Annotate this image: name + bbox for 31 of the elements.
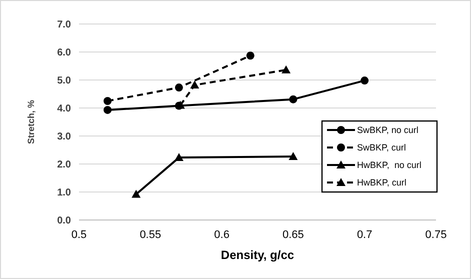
point bbox=[174, 84, 183, 92]
x-tick-label: 0.55 bbox=[140, 229, 162, 241]
x-tick-label: 0.7 bbox=[356, 229, 372, 241]
y-tick-label: 7.0 bbox=[57, 20, 72, 30]
y-tick-label: 2.0 bbox=[57, 160, 72, 170]
y-tick-label: 1.0 bbox=[57, 188, 72, 198]
y-tick-label: 6.0 bbox=[57, 48, 72, 58]
legend-label: HwBKP, curl bbox=[357, 178, 406, 188]
y-tick-label: 3.0 bbox=[57, 132, 72, 142]
point bbox=[104, 97, 112, 105]
x-tick-label: 0.5 bbox=[71, 229, 87, 241]
x-tick-label: 0.6 bbox=[214, 229, 230, 241]
point bbox=[174, 153, 184, 162]
x-tick-label: 0.65 bbox=[282, 229, 304, 241]
y-tick-label: 0.0 bbox=[57, 216, 72, 226]
point bbox=[190, 80, 200, 89]
point bbox=[132, 190, 141, 198]
legend-label: SwBKP, no curl bbox=[357, 125, 418, 136]
point bbox=[360, 76, 369, 85]
y-tick-label: 5.0 bbox=[57, 76, 72, 86]
point bbox=[288, 152, 298, 160]
point bbox=[289, 95, 298, 104]
y-axis-title: Stretch, % bbox=[26, 100, 36, 144]
point bbox=[246, 52, 254, 60]
point bbox=[104, 106, 112, 114]
y-tick-label: 4.0 bbox=[57, 104, 72, 114]
legend-label: HwBKP, no curl bbox=[357, 160, 422, 170]
legend-label: SwBKP, curl bbox=[357, 142, 406, 153]
point bbox=[282, 65, 291, 74]
x-axis-title: Density, g/cc bbox=[220, 248, 294, 262]
x-tick-label: 0.75 bbox=[425, 229, 447, 241]
